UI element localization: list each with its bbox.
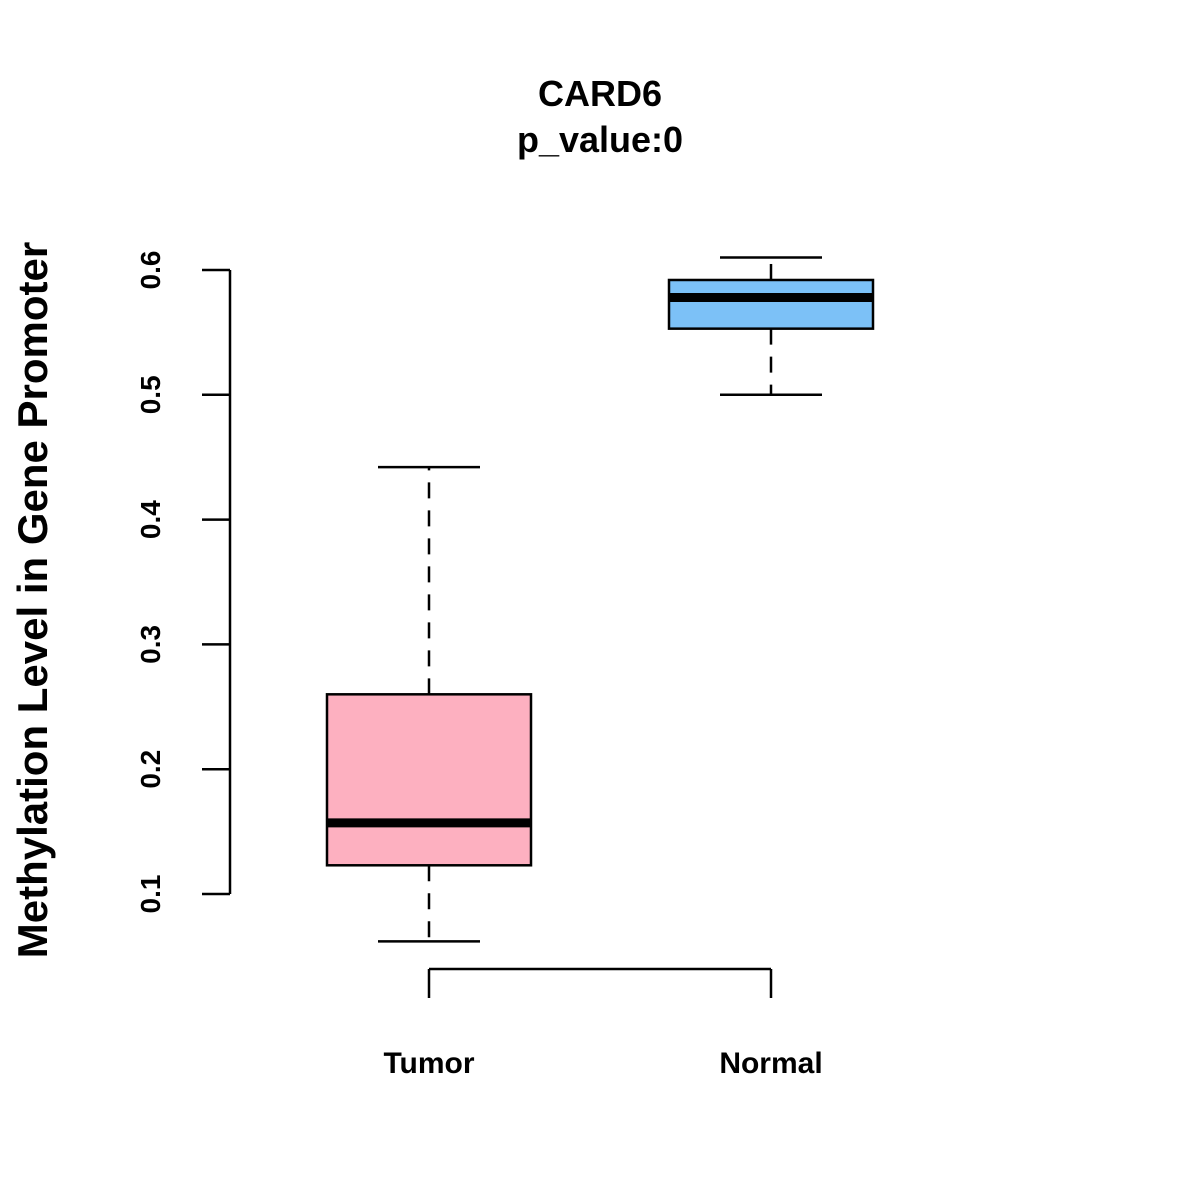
chart-title: CARD6 [538,73,662,114]
chart-subtitle: p_value:0 [517,119,683,160]
box-normal [667,256,875,397]
y-tick-label: 0.6 [135,251,166,290]
iqr-box [667,278,875,330]
box-series [325,256,875,943]
x-category-labels: Tumor Normal [383,1047,822,1080]
y-tick-label: 0.3 [135,625,166,664]
y-tick-label: 0.4 [135,500,166,539]
y-axis-label: Methylation Level in Gene Promoter [9,242,56,958]
iqr-box [325,693,533,867]
y-axis: 0.1 0.2 0.3 0.4 0.5 0.6 [135,251,232,914]
comparison-bracket [427,967,773,998]
y-tick-label: 0.5 [135,375,166,414]
x-category-label: Tumor [383,1047,474,1080]
box-tumor [325,465,533,943]
y-tick-label: 0.2 [135,750,166,789]
y-tick-label: 0.1 [135,875,166,914]
x-category-label: Normal [719,1047,822,1080]
